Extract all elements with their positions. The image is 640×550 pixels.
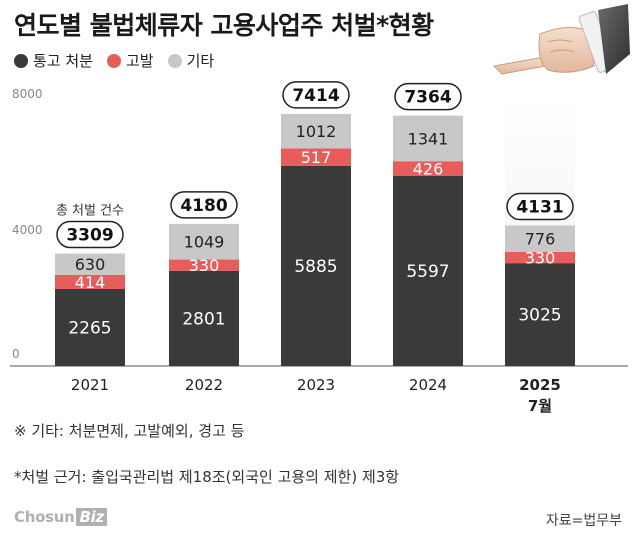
total-bubble xyxy=(170,191,238,219)
x-tick-label: 2022 xyxy=(185,376,223,394)
data-label: 776 xyxy=(525,230,556,249)
data-label: 517 xyxy=(301,148,332,167)
y-tick-label: 8000 xyxy=(12,87,43,101)
total-bubble xyxy=(506,192,574,221)
total-label: 7364 xyxy=(404,88,451,108)
legend-label-other: 기타 xyxy=(186,52,215,70)
bar-segment xyxy=(281,113,351,149)
bar-segment xyxy=(169,223,239,260)
data-label: 2265 xyxy=(68,318,111,338)
bar-segment xyxy=(169,259,239,271)
data-label: 5885 xyxy=(294,257,337,277)
note-etc: ※ 기타: 처분면제, 고발예외, 경고 등 xyxy=(14,422,245,440)
x-tick-label: 2025 xyxy=(519,376,561,394)
bar-segment xyxy=(505,263,575,366)
legend-swatch-complaint xyxy=(106,53,121,68)
bar-segment xyxy=(169,270,239,366)
x-tick-label: 2023 xyxy=(297,376,335,394)
logo-biz: Biz xyxy=(76,508,107,526)
legend-swatch-notice xyxy=(14,53,28,68)
bar-segment xyxy=(55,253,125,275)
total-label: 3309 xyxy=(66,225,113,245)
bar-segment xyxy=(281,148,351,166)
y-tick-label: 0 xyxy=(12,347,20,361)
x-tick-label: 2021 xyxy=(71,376,109,394)
legend-item-complaint: 고발 xyxy=(106,50,154,71)
pointing-hand-icon xyxy=(492,4,630,75)
source-credit: 자료=법무부 xyxy=(545,513,622,529)
total-label: 4180 xyxy=(180,196,227,216)
bar-segment xyxy=(393,115,463,162)
total-bubble xyxy=(282,81,350,109)
data-label: 330 xyxy=(525,249,556,268)
data-label: 330 xyxy=(189,256,220,275)
y-tick-label: 4000 xyxy=(12,223,43,237)
x-tick-sublabel: 7월 xyxy=(528,397,552,415)
logo-main: Chosun xyxy=(14,508,75,526)
legend-item-notice: 통고 처분 xyxy=(14,50,93,71)
bar-segment xyxy=(55,274,125,289)
bar-segment xyxy=(393,175,463,366)
data-label: 5597 xyxy=(406,262,449,282)
data-label: 2801 xyxy=(182,309,225,329)
bar-segment xyxy=(281,165,351,366)
data-label: 1341 xyxy=(408,129,449,148)
data-label: 3025 xyxy=(518,306,561,326)
total-bubble xyxy=(394,82,462,111)
total-caption: 총 처벌 건수 xyxy=(56,203,124,218)
publisher-logo: Chosun Biz xyxy=(14,508,107,526)
data-label: 426 xyxy=(413,159,444,178)
data-label: 1012 xyxy=(296,122,337,141)
legend-label-notice: 통고 처분 xyxy=(33,52,93,70)
legend: 통고 처분 고발 기타 xyxy=(14,50,214,71)
legend-item-other: 기타 xyxy=(167,50,215,71)
data-label: 414 xyxy=(75,273,106,292)
total-bubble xyxy=(56,220,124,249)
legend-swatch-other xyxy=(167,53,182,68)
bar-segment xyxy=(505,225,575,252)
x-tick-label: 2024 xyxy=(409,376,447,394)
legend-label-complaint: 고발 xyxy=(125,52,154,70)
bar-segment xyxy=(505,251,575,264)
data-label: 1049 xyxy=(184,233,225,252)
note-basis: *처벌 근거: 출입국관리법 제18조(외국인 고용의 제한) 제3항 xyxy=(14,468,400,486)
bar-segment xyxy=(55,288,125,366)
bar-segment xyxy=(393,161,463,176)
chart-title: 연도별 불법체류자 고용사업주 처벌*현황 xyxy=(14,11,434,40)
total-label: 4131 xyxy=(516,198,563,218)
total-label: 7414 xyxy=(292,86,339,106)
data-label: 630 xyxy=(75,255,106,274)
